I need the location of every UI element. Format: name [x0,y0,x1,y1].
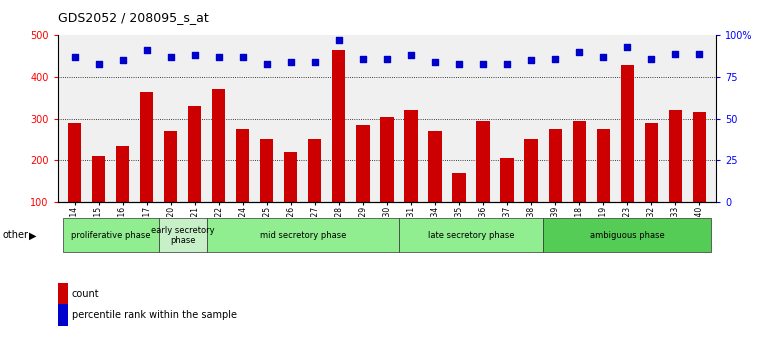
Point [429,59,441,65]
Bar [693,112,706,202]
Text: other: other [2,230,28,240]
Point [309,59,321,65]
Text: GDS2052 / 208095_s_at: GDS2052 / 208095_s_at [58,11,209,24]
Bar [380,116,393,202]
Bar [500,158,514,202]
Bar [524,139,537,202]
Bar [236,129,249,202]
Bar [644,123,658,202]
Bar [164,131,177,202]
Point [645,56,658,62]
Text: ▶: ▶ [29,230,37,240]
Point [525,58,537,63]
Point [69,54,81,60]
Point [213,54,225,60]
Bar [404,110,417,202]
Bar [621,64,634,202]
Bar [573,121,586,202]
Point [140,47,152,53]
Point [260,61,273,67]
Point [116,58,129,63]
Bar [308,139,321,202]
Bar [543,218,711,252]
Bar [357,125,370,202]
Point [453,61,465,67]
Point [549,56,561,62]
Point [333,38,345,43]
Point [501,61,514,67]
Bar [668,110,682,202]
Bar [428,131,441,202]
Point [405,52,417,58]
Point [621,44,634,50]
Bar [212,90,226,202]
Point [477,61,489,67]
Point [693,51,705,57]
Bar [477,121,490,202]
Bar [453,173,466,202]
Text: count: count [72,289,99,299]
Point [165,54,177,60]
Point [597,54,609,60]
Text: ambiguous phase: ambiguous phase [590,231,665,240]
Bar [62,218,159,252]
Text: mid secretory phase: mid secretory phase [259,231,346,240]
Bar [597,129,610,202]
Bar [116,145,129,202]
Text: late secretory phase: late secretory phase [428,231,514,240]
Point [380,56,393,62]
Point [92,61,105,67]
Bar [284,152,297,202]
Bar [188,106,201,202]
Text: early secretory
phase: early secretory phase [151,226,215,245]
Bar [140,92,153,202]
Bar [206,218,399,252]
Bar [333,50,346,202]
Point [285,59,297,65]
Bar [159,218,206,252]
Bar [92,156,105,202]
Text: proliferative phase: proliferative phase [71,231,150,240]
Text: percentile rank within the sample: percentile rank within the sample [72,310,236,320]
Point [189,52,201,58]
Point [573,49,585,55]
Point [236,54,249,60]
Point [357,56,369,62]
Bar [548,129,562,202]
Bar [260,139,273,202]
Bar [68,123,81,202]
Bar [399,218,543,252]
Point [669,51,681,57]
